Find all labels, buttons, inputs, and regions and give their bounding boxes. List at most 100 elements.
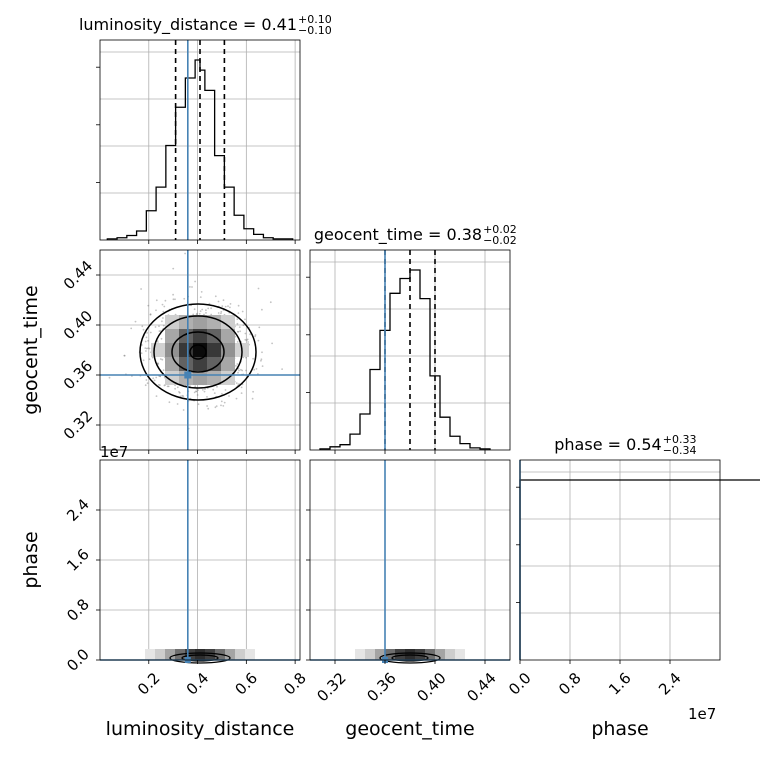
scatter-point: [202, 389, 204, 391]
scatter-point: [191, 286, 193, 288]
y-tick-label: 1.6: [63, 545, 93, 575]
scatter-point: [166, 385, 169, 388]
scatter-point: [152, 377, 155, 380]
scatter-point: [222, 405, 225, 407]
scatter-point: [189, 286, 191, 288]
scatter-point: [197, 403, 200, 406]
scatter-point: [195, 390, 197, 393]
panel-geocent_time-vs-luminosity_distance: [99, 249, 301, 451]
scatter-point: [195, 390, 198, 393]
scatter-point: [140, 352, 143, 355]
scatter-point: [244, 338, 247, 341]
scatter-point: [249, 333, 252, 336]
scatter-point: [196, 312, 198, 315]
scatter-point: [161, 303, 164, 306]
scatter-point: [144, 347, 147, 349]
density-cell: [207, 343, 221, 357]
scatter-point: [237, 331, 240, 333]
scatter-point: [236, 363, 239, 365]
scatter-point: [154, 326, 157, 328]
scatter-point: [141, 325, 144, 328]
contour-line: [379, 652, 441, 664]
scatter-point: [240, 368, 242, 371]
scatter-point: [205, 309, 207, 312]
x-tick-label: 0.6: [231, 669, 261, 699]
scatter-point: [220, 400, 223, 403]
scatter-point: [235, 365, 237, 367]
scatter-point: [149, 313, 152, 316]
x-axis-label-geocent_time: geocent_time: [345, 718, 474, 740]
scatter-point: [245, 339, 248, 341]
scatter-point: [172, 298, 175, 301]
panel-title-lower-error: −0.34: [663, 444, 697, 457]
scatter-point: [161, 358, 164, 361]
scatter-point: [194, 385, 197, 388]
density-cell: [165, 649, 175, 660]
scatter-point: [260, 359, 262, 362]
scatter-point: [224, 305, 227, 308]
scatter-point: [237, 312, 240, 314]
scatter-point: [236, 322, 239, 325]
x-tick-label: 0.4: [183, 669, 213, 699]
density-cell: [165, 329, 179, 343]
scatter-point: [162, 310, 165, 313]
scatter-point: [227, 305, 229, 308]
scatter-point: [207, 307, 210, 310]
scatter-point: [195, 313, 198, 316]
scatter-point: [241, 310, 244, 313]
scatter-point: [140, 288, 143, 290]
scatter-point: [206, 396, 208, 398]
scatter-point: [220, 310, 223, 313]
scatter-point: [254, 334, 257, 336]
scatter-point: [244, 318, 246, 321]
scatter-point: [261, 351, 263, 354]
scatter-point: [183, 297, 186, 300]
scatter-point: [157, 363, 160, 365]
scatter-point: [144, 340, 147, 343]
scatter-point: [194, 280, 197, 283]
scatter-point: [200, 291, 203, 293]
scatter-point: [260, 358, 263, 361]
x-offset-text-phase: 1e7: [688, 705, 716, 723]
scatter-point: [261, 365, 264, 367]
scatter-point: [253, 368, 256, 371]
scatter-point: [207, 407, 210, 410]
panel-title-upper-error: +0.33: [663, 433, 697, 446]
density-cell: [207, 315, 221, 329]
scatter-point: [182, 395, 185, 398]
scatter-point: [176, 403, 179, 405]
scatter-point: [181, 394, 184, 397]
scatter-point: [245, 356, 247, 359]
scatter-point: [162, 324, 165, 327]
y-tick-label: 0.44: [60, 257, 96, 293]
scatter-point: [178, 391, 181, 394]
panel-title-text: geocent_time = 0.38: [314, 225, 482, 245]
scatter-point: [164, 299, 167, 302]
scatter-point: [236, 318, 239, 320]
density-cell: [179, 357, 193, 371]
density-cell: [207, 357, 221, 371]
density-cell: [415, 649, 425, 660]
y-offset-text-phase: 1e7: [100, 443, 128, 461]
density-cell: [235, 649, 245, 660]
scatter-point: [281, 368, 283, 370]
scatter-point: [222, 299, 225, 302]
scatter-point: [214, 406, 217, 409]
scatter-point: [255, 368, 258, 370]
density-cell: [395, 649, 405, 660]
text-layer: 0.32 0.36 0.40 0.44 0.2 0.4 0.6 0.8 0.0 0.8 1.6 2.4…: [20, 13, 716, 740]
panel-title-lower-error: −0.02: [483, 234, 517, 247]
panel-title-text: luminosity_distance = 0.41: [79, 15, 297, 35]
scatter-point: [252, 357, 255, 360]
y-axis-label-phase: phase: [20, 531, 42, 588]
scatter-point: [237, 304, 240, 307]
scatter-point: [224, 389, 227, 391]
panel-title-lower-error: −0.10: [298, 24, 332, 37]
truth-marker: [184, 371, 192, 379]
scatter-point: [237, 371, 239, 374]
y-tick-label: 0.8: [63, 595, 93, 625]
contour-line: [189, 344, 207, 360]
scatter-point: [216, 385, 218, 388]
contour-line: [181, 654, 219, 662]
